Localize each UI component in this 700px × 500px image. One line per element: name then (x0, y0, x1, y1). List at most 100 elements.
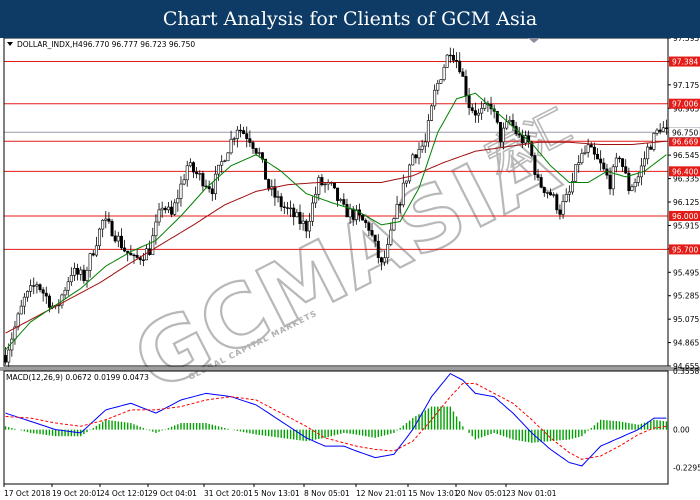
candle-body (361, 214, 365, 221)
candle-body (276, 196, 280, 198)
candle-body (436, 83, 440, 91)
candle-body (442, 66, 446, 80)
candle-body (129, 252, 133, 256)
candle-body (508, 119, 512, 123)
candle-body (473, 110, 477, 116)
level-label: 96.669 (672, 137, 698, 146)
candle-body (179, 183, 183, 199)
candle-body (32, 285, 36, 287)
candle-body (561, 201, 565, 215)
x-tick-label: 20 Nov 05:01 (456, 489, 507, 498)
candle-body (173, 202, 177, 215)
candle-body (314, 194, 318, 204)
candle-body (135, 254, 139, 258)
candle-body (455, 59, 459, 62)
candle-body (477, 112, 480, 116)
candle-body (401, 182, 405, 206)
candle-body (636, 176, 640, 183)
candle-body (483, 103, 487, 109)
candle-body (414, 154, 418, 159)
candle-body (624, 166, 628, 174)
candle-body (170, 206, 174, 215)
candle-body (223, 160, 227, 162)
candle-body (395, 204, 399, 219)
candle-body (420, 145, 424, 150)
candle-body (426, 120, 430, 143)
candle-body (317, 177, 321, 195)
y-tick-label: 95.495 (673, 268, 699, 277)
candle-body (567, 191, 571, 195)
x-tick-label: 23 Nov 01:01 (506, 489, 557, 498)
candle-body (320, 177, 324, 186)
candle-body (464, 76, 468, 97)
y-tick-label: 95.285 (673, 292, 699, 301)
candle-body (583, 151, 587, 154)
candle-body (298, 212, 302, 224)
candle-body (633, 182, 637, 188)
candle-body (273, 186, 277, 198)
candle-body (160, 207, 164, 211)
candle-body (38, 284, 42, 291)
candle-body (555, 194, 559, 211)
candle-body (76, 267, 80, 275)
candle-body (530, 141, 534, 156)
candle-body (580, 153, 584, 164)
candle-body (267, 179, 271, 190)
level-label: 95.700 (672, 245, 698, 254)
y-tick-label: 95.075 (673, 315, 699, 324)
candle-body (10, 338, 14, 351)
candle-body (192, 162, 195, 173)
ma-fast-line (5, 92, 667, 351)
candle-body (166, 206, 170, 211)
candle-body (592, 146, 596, 155)
candle-body (608, 174, 612, 190)
candle-body (495, 111, 499, 123)
shift-marker-icon (528, 38, 540, 43)
candle-body (282, 206, 286, 208)
candle-body (480, 108, 484, 114)
level-tag (669, 136, 700, 147)
candle-body (132, 254, 136, 257)
candle-body (304, 220, 308, 232)
candle-body (649, 146, 653, 150)
candle-body (517, 133, 521, 136)
macd-y-tick-label: 0.00 (673, 426, 690, 435)
candle-body (182, 179, 186, 185)
y-tick-label: 94.655 (673, 362, 699, 371)
candle-body (185, 165, 189, 181)
candle-body (176, 198, 180, 204)
candle-body (163, 207, 167, 211)
candle-body (630, 186, 634, 191)
candle-body (94, 245, 98, 256)
level-label: 97.006 (672, 100, 698, 109)
candle-body (373, 234, 377, 242)
candle-body (639, 165, 643, 178)
chart-title: Chart Analysis for Clients of GCM Asia (162, 8, 538, 30)
candle-body (376, 240, 380, 258)
candle-body (351, 208, 355, 220)
candle-body (198, 173, 202, 175)
candle-body (292, 207, 296, 218)
candle-body (119, 235, 123, 249)
y-tick-label: 96.125 (673, 198, 699, 207)
candle-body (423, 141, 427, 147)
x-tick-label: 15 Nov 13:01 (408, 489, 459, 498)
candle-body (354, 209, 358, 220)
candle-body (389, 229, 393, 245)
candle-body (470, 107, 474, 111)
candle-body (505, 121, 509, 129)
symbol-label: DOLLAR_INDX,H4 (17, 40, 83, 49)
candle-body (301, 220, 305, 224)
title-banner: Chart Analysis for Clients of GCM Asia (0, 0, 700, 38)
candle-body (417, 149, 421, 159)
dropdown-triangle-icon (7, 42, 13, 46)
candle-body (404, 180, 408, 184)
candle-body (570, 181, 574, 193)
y-tick-label: 97.595 (673, 38, 699, 43)
candle-body (549, 192, 553, 196)
candle-body (614, 157, 618, 168)
candle-body (596, 153, 600, 160)
candle-body (254, 148, 258, 154)
